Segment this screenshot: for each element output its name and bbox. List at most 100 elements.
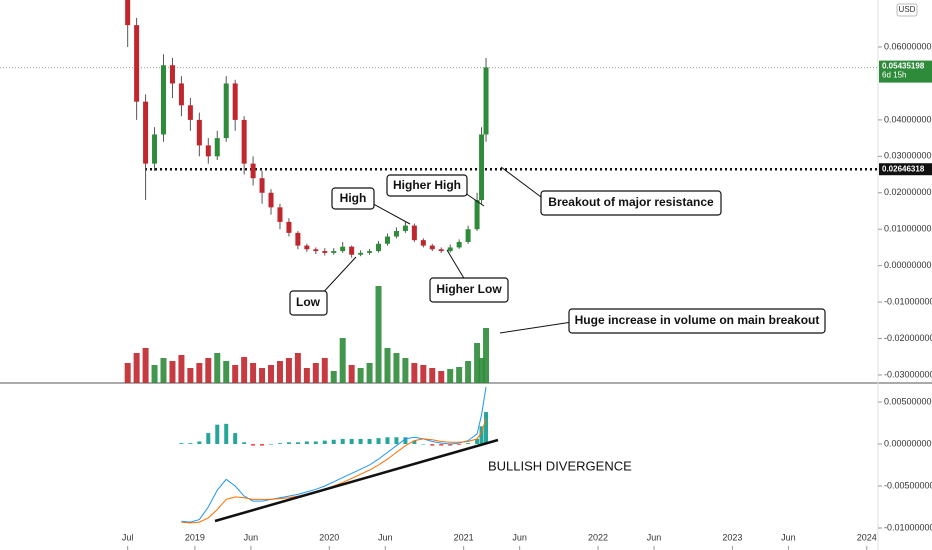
histogram-bar — [358, 438, 363, 444]
last-price-label: 0.05435198 — [882, 62, 925, 71]
x-tick-label: 2019 — [185, 532, 205, 542]
volume-bar — [411, 363, 418, 383]
x-tick-label: Jun — [378, 532, 393, 542]
x-tick-label: Jun — [244, 532, 259, 542]
volume-bar — [321, 358, 328, 383]
histogram-bar — [479, 426, 484, 444]
candle-body — [402, 225, 408, 232]
volume-bar — [133, 353, 140, 383]
volume-bar — [375, 286, 382, 383]
histogram-bar — [340, 438, 345, 444]
candle-body — [125, 0, 131, 26]
y-tick-label: -0.03000000 — [884, 369, 932, 379]
histogram-bar — [295, 442, 300, 444]
histogram-bar — [260, 443, 265, 446]
histogram-bar — [385, 437, 390, 444]
volume-bar — [178, 355, 185, 383]
candle-body — [143, 101, 149, 164]
candle-body — [384, 236, 390, 244]
x-tick-label: Jun — [781, 532, 796, 542]
candle-body — [340, 246, 346, 252]
candle-body — [447, 247, 453, 252]
annotation: Higher Low — [436, 282, 502, 296]
histogram-bar — [430, 443, 435, 446]
histogram-bar — [322, 440, 327, 444]
candle-body — [152, 134, 158, 164]
countdown: 6d 15h — [882, 71, 906, 80]
volume-bar — [268, 365, 275, 383]
x-tick-label: Jun — [647, 532, 662, 542]
candle-body — [313, 249, 319, 252]
x-tick-label: 2023 — [722, 532, 742, 542]
x-tick-label: Jul — [122, 532, 134, 542]
volume-bar — [223, 361, 230, 383]
volume-bar — [429, 368, 436, 383]
volume-bar — [294, 353, 301, 383]
candle-body — [483, 67, 489, 135]
histogram-bar — [197, 441, 202, 444]
y-tick-label: -0.02000000 — [884, 333, 932, 343]
volume-bar — [474, 343, 481, 383]
currency-badge[interactable] — [896, 3, 918, 17]
candle-body — [259, 178, 265, 193]
candle-body — [358, 252, 364, 255]
y-tick-label: -0.01000000 — [884, 522, 932, 532]
volume-bar — [276, 361, 283, 383]
candle-body — [223, 83, 229, 139]
histogram-bar — [403, 437, 408, 444]
histogram-bar — [484, 412, 489, 444]
annotation-box — [331, 187, 375, 210]
volume-bar — [465, 361, 472, 383]
volume-bar — [196, 363, 203, 383]
candle-body — [196, 119, 202, 146]
histogram-bar — [421, 443, 426, 445]
y-tick-label: 0.00000000 — [884, 260, 932, 270]
histogram-bar — [224, 423, 229, 444]
resistance-tag — [879, 163, 932, 176]
histogram-bar — [466, 443, 471, 444]
candle-body — [420, 240, 426, 246]
volume-bar — [339, 338, 346, 383]
histogram-bar — [457, 443, 462, 445]
candle-body — [286, 221, 292, 233]
y-tick-label: 0.00500000 — [884, 396, 932, 406]
candle-body — [456, 241, 462, 248]
histogram-bar — [215, 424, 220, 444]
x-tick-label: 2021 — [454, 532, 474, 542]
volume-bar — [142, 348, 149, 383]
annotation-box — [429, 277, 509, 303]
candle-body — [465, 229, 471, 242]
volume-bar — [250, 363, 257, 383]
candle-body — [169, 65, 175, 84]
currency: USD — [899, 5, 916, 14]
candle-body — [277, 207, 283, 222]
candle-body — [214, 138, 220, 157]
candle-body — [232, 83, 238, 120]
volume-bar — [393, 353, 400, 383]
candle-body — [411, 225, 417, 241]
annotation-box — [568, 308, 826, 334]
histogram-bar — [313, 441, 318, 444]
volume-bar — [420, 365, 427, 383]
y-tick-label: 0.06000000 — [884, 41, 932, 51]
y-tick-label: 0.00000000 — [884, 438, 932, 448]
candle-body — [178, 83, 184, 106]
candle-body — [134, 25, 140, 102]
histogram-bar — [394, 437, 399, 444]
y-tick-label: 0.04000000 — [884, 114, 932, 124]
histogram-bar — [242, 442, 247, 444]
candle-body — [331, 251, 337, 253]
volume-bar — [348, 365, 355, 383]
y-tick-label: -0.00500000 — [884, 480, 932, 490]
histogram-bar — [188, 443, 193, 444]
volume-bar — [366, 363, 373, 383]
candle-body — [187, 105, 193, 120]
annotation: Huge increase in volume on main breakout — [575, 313, 820, 327]
y-tick-label: -0.01000000 — [884, 296, 932, 306]
candle-body — [241, 119, 247, 164]
candle-body — [205, 145, 211, 157]
candle-body — [429, 245, 435, 250]
y-tick-label: 0.02000000 — [884, 187, 932, 197]
candle-body — [250, 163, 256, 179]
